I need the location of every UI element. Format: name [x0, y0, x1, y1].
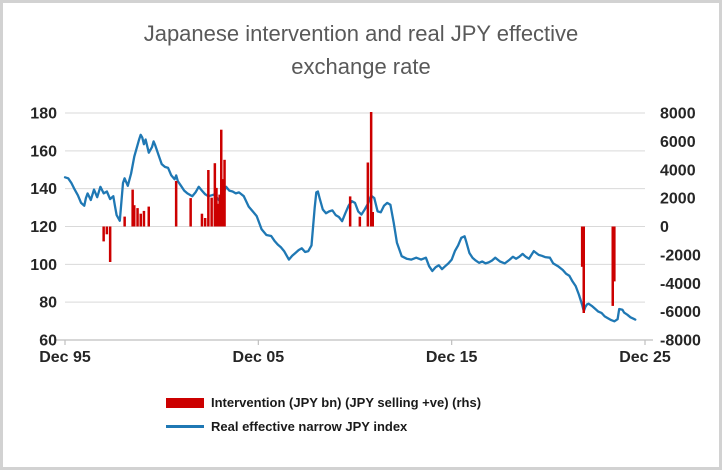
intervention-bar-2004-02	[221, 179, 225, 227]
intervention-bar-2011-10	[369, 112, 373, 227]
left-axis-label-60: 60	[39, 333, 57, 350]
intervention-bar-2003-05	[207, 170, 210, 227]
right-axis-label-0: 0	[660, 219, 669, 236]
intervention-bar-1999-01	[123, 216, 126, 227]
intervention-bar-1999-09	[136, 208, 139, 227]
intervention-bar-2024-04	[611, 226, 614, 306]
chart-title: Japanese intervention and real JPY effec…	[3, 17, 719, 83]
chart-title-line-1: Japanese intervention and real JPY effec…	[143, 21, 579, 46]
left-axis-label-120: 120	[30, 219, 57, 236]
legend-item-jpy-index: Real effective narrow JPY index	[166, 419, 481, 434]
jpy-index-line-legend-marker	[166, 425, 204, 428]
intervention-bar-2011-03	[358, 216, 362, 227]
intervention-bar-legend-marker	[166, 397, 204, 408]
gridlines	[65, 112, 645, 303]
left-axis-label-180: 180	[30, 106, 57, 123]
x-axis	[55, 339, 653, 345]
jpy-index-line	[63, 133, 637, 323]
x-axis-labels: Dec 95 Dec 05 Dec 15 Dec 25	[39, 349, 671, 366]
intervention-bar-1999-07	[133, 205, 136, 227]
chart-title-line-2: exchange rate	[291, 54, 431, 79]
right-axis-label--6000: -6000	[660, 304, 701, 321]
intervention-bar-2003-09	[213, 163, 217, 227]
right-axis-labels: 8000 6000 4000 2000 0 -2000 -4000 -6000 -8000	[660, 106, 701, 350]
left-axis-label-160: 160	[30, 143, 57, 160]
intervention-bar-2000-01	[142, 210, 146, 227]
right-axis-label-2000: 2000	[660, 191, 696, 208]
left-axis-label-80: 80	[39, 295, 57, 312]
right-axis-label--2000: -2000	[660, 247, 701, 264]
right-axis-label-4000: 4000	[660, 162, 696, 179]
right-axis-label--4000: -4000	[660, 276, 701, 293]
intervention-bar-1998-04	[108, 226, 112, 262]
intervention-bar-2002-06	[189, 198, 192, 227]
left-axis-labels: 180 160 140 120 100 80 60	[30, 106, 57, 350]
x-axis-label-Dec-15: Dec 15	[426, 349, 478, 366]
intervention-bar-1999-11	[139, 213, 142, 227]
intervention-bar-2022-10	[582, 226, 585, 313]
intervention-bar-1998-02	[105, 226, 109, 235]
intervention-bar-2003-10	[215, 187, 218, 227]
x-axis-label-Dec-25: Dec 25	[619, 349, 671, 366]
intervention-bar-2010-09	[348, 196, 352, 227]
legend-item-intervention-label: Intervention (JPY bn) (JPY selling +ve) …	[211, 395, 482, 410]
right-axis-label-8000: 8000	[660, 106, 696, 123]
left-axis-label-140: 140	[30, 181, 57, 198]
intervention-bar-2004-03	[223, 159, 226, 227]
intervention-bar-2024-05	[613, 226, 616, 282]
intervention-bar-2003-01	[200, 213, 204, 227]
intervention-bar-2000-04	[147, 206, 150, 227]
intervention-bar-1997-12	[102, 226, 105, 242]
intervention-bar-2003-11	[216, 203, 220, 227]
chart-canvas: 180 160 140 120 100 80 60 8000 6000 4000 2000 0 -200…	[30, 106, 701, 367]
legend-item-intervention: Intervention (JPY bn) (JPY selling +ve) …	[166, 395, 481, 410]
intervention-bar-2003-03	[203, 218, 207, 227]
intervention-bar-2011-08	[366, 162, 370, 227]
intervention-bar-2001-09	[174, 181, 178, 227]
right-axis-label--8000: -8000	[660, 333, 701, 350]
intervention-bar-2011-11	[371, 212, 374, 227]
intervention-bar-2022-09	[580, 226, 584, 267]
right-axis-label-6000: 6000	[660, 134, 696, 151]
intervention-bar-2003-07	[210, 197, 213, 227]
legend: Intervention (JPY bn) (JPY selling +ve) …	[166, 395, 481, 434]
x-axis-label-Dec-05: Dec 05	[233, 349, 285, 366]
legend-item-jpy-index-label: Real effective narrow JPY index	[211, 419, 408, 434]
intervention-bar-1999-06	[131, 189, 134, 227]
intervention-bar-2004-01	[220, 129, 223, 227]
intervention-bars	[102, 112, 616, 313]
jpy-index-line-series	[63, 133, 637, 323]
intervention-bar-2003-12	[218, 194, 221, 227]
left-axis-label-100: 100	[30, 257, 57, 274]
x-axis-label-Dec-95: Dec 95	[39, 349, 91, 366]
